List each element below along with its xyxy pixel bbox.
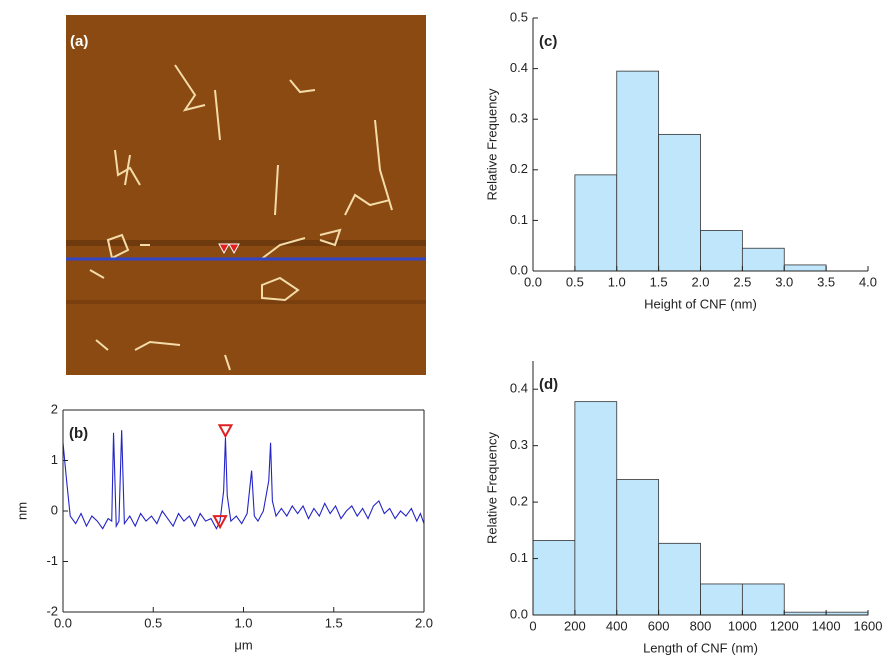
y-tick-label: 0.2 xyxy=(510,494,528,509)
y-tick-label: 2 xyxy=(51,401,58,416)
cursor-markers xyxy=(218,243,240,255)
x-tick-label: 1.5 xyxy=(325,615,343,630)
x-tick-label: 1400 xyxy=(812,618,841,633)
x-tick-label: 0.0 xyxy=(524,274,542,289)
y-tick-label: 0.0 xyxy=(510,262,528,277)
y-tick-label: 1 xyxy=(51,452,58,467)
x-tick-label: 2.0 xyxy=(415,615,433,630)
bar xyxy=(574,174,618,272)
bar xyxy=(616,479,660,616)
x-axis-label: Height of CNF (nm) xyxy=(644,296,757,311)
y-axis-label: nm xyxy=(14,502,29,520)
panel-label: (c) xyxy=(539,33,557,50)
bar xyxy=(700,583,743,616)
x-tick-label: 0.5 xyxy=(566,274,584,289)
x-tick-label: 600 xyxy=(648,618,670,633)
y-tick-label: 0.0 xyxy=(510,606,528,621)
x-tick-label: 1.0 xyxy=(608,274,626,289)
x-tick-label: 3.0 xyxy=(775,274,793,289)
bar xyxy=(532,540,576,616)
bar xyxy=(616,70,660,272)
y-tick-label: -1 xyxy=(46,553,58,568)
x-tick-label: 0.0 xyxy=(54,615,72,630)
panel-label: (d) xyxy=(539,376,558,393)
x-axis-label: Length of CNF (nm) xyxy=(643,640,758,655)
x-tick-label: 2.5 xyxy=(733,274,751,289)
bar xyxy=(700,230,743,272)
y-tick-label: 0.3 xyxy=(510,437,528,452)
x-tick-label: 200 xyxy=(564,618,586,633)
x-tick-label: 1000 xyxy=(728,618,757,633)
y-axis-label: Relative Frequency xyxy=(484,88,499,200)
x-tick-label: 0.5 xyxy=(144,615,162,630)
y-tick-label: 0.4 xyxy=(510,60,528,75)
bar xyxy=(783,264,827,272)
afm-stripe xyxy=(66,240,426,246)
x-tick-label: 400 xyxy=(606,618,628,633)
bar xyxy=(741,247,785,272)
y-tick-label: 0.1 xyxy=(510,212,528,227)
x-axis-label: μm xyxy=(234,637,252,652)
panel-label: (a) xyxy=(70,33,88,50)
bar xyxy=(574,401,618,616)
afm-stripe xyxy=(66,300,426,304)
bar xyxy=(658,542,701,616)
y-tick-label: -2 xyxy=(46,603,58,618)
y-tick-label: 0.1 xyxy=(510,550,528,565)
y-tick-label: 0.5 xyxy=(510,9,528,24)
x-tick-label: 1600 xyxy=(854,618,883,633)
panel-label: (b) xyxy=(69,425,88,442)
x-tick-label: 2.0 xyxy=(691,274,709,289)
marker xyxy=(217,424,234,439)
y-tick-label: 0 xyxy=(51,502,58,517)
afm-image: (a) xyxy=(66,15,426,375)
profile xyxy=(62,430,425,530)
x-tick-label: 4.0 xyxy=(859,274,877,289)
y-axis-label: Relative Frequency xyxy=(484,432,499,544)
x-tick-label: 3.5 xyxy=(817,274,835,289)
x-tick-label: 1200 xyxy=(770,618,799,633)
y-tick-label: 0.3 xyxy=(510,111,528,126)
y-tick-label: 0.4 xyxy=(510,381,528,396)
y-tick-label: 0.2 xyxy=(510,161,528,176)
x-tick-label: 0 xyxy=(529,618,536,633)
marker xyxy=(212,515,228,530)
afm-background xyxy=(66,15,426,375)
x-tick-label: 1.0 xyxy=(234,615,252,630)
bar xyxy=(741,583,785,616)
x-tick-label: 1.5 xyxy=(650,274,668,289)
afm-fibers xyxy=(89,64,393,371)
bar xyxy=(658,133,701,272)
x-tick-label: 800 xyxy=(690,618,712,633)
